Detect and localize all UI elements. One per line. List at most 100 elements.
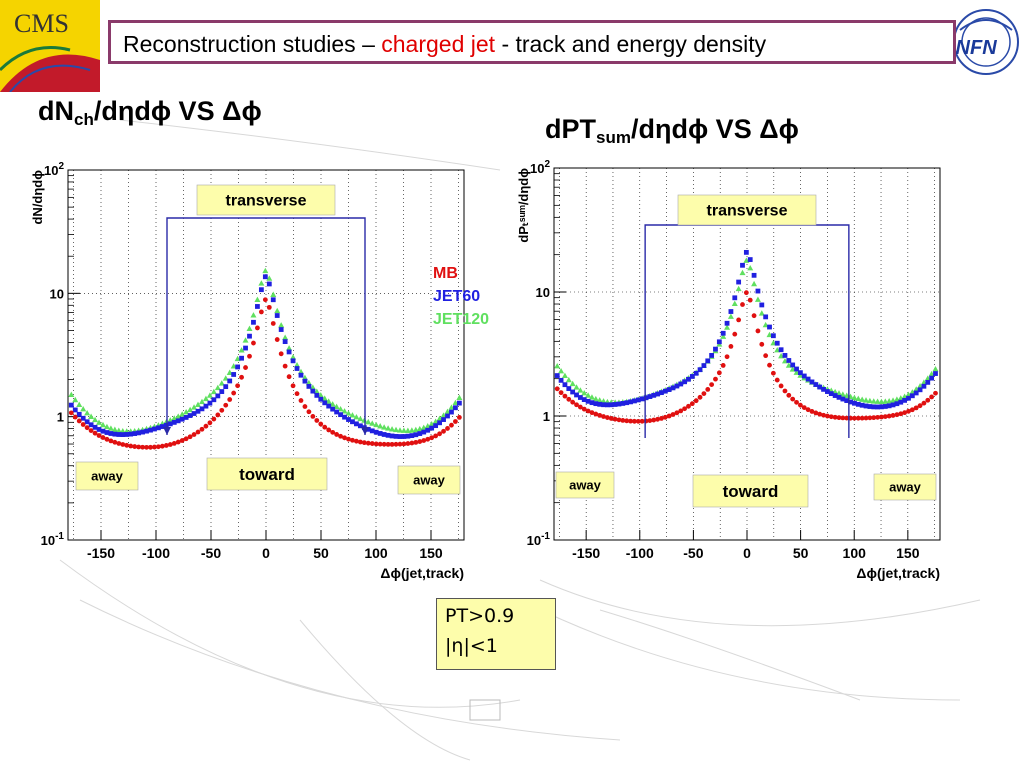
point-mb: [608, 416, 614, 421]
point-mb: [449, 422, 454, 428]
point-mb: [258, 309, 264, 315]
point-jet60: [195, 408, 201, 414]
point-jet60: [282, 339, 288, 344]
y-tick-base: 10: [536, 285, 550, 300]
point-jet60: [286, 349, 292, 355]
x-tick-label: -150: [572, 545, 600, 561]
point-jet60: [906, 395, 911, 401]
point-mb: [855, 415, 861, 421]
y-tick-label: 10: [536, 285, 550, 300]
point-mb: [894, 412, 900, 418]
toward-region-label: toward: [723, 482, 779, 501]
point-jet120: [218, 380, 225, 386]
point-jet120: [863, 397, 870, 403]
point-jet60: [794, 366, 799, 372]
point-jet60: [589, 400, 595, 406]
point-jet60: [270, 297, 276, 303]
point-jet60: [728, 309, 734, 314]
point-jet60: [797, 370, 803, 376]
point-jet60: [697, 367, 703, 373]
point-jet120: [452, 399, 459, 406]
point-mb: [755, 328, 761, 334]
point-mb: [76, 418, 82, 424]
point-mb: [167, 442, 173, 447]
point-jet60: [183, 415, 189, 420]
point-jet60: [821, 386, 826, 392]
point-mb: [298, 398, 304, 403]
point-jet120: [381, 424, 388, 430]
point-jet60: [635, 397, 641, 403]
point-jet60: [429, 425, 435, 431]
point-jet60: [620, 401, 626, 406]
y-tick-exp: 2: [544, 159, 550, 170]
point-jet60: [929, 375, 935, 381]
point-jet60: [871, 404, 877, 410]
bracket-arrow: [163, 427, 171, 435]
point-mb: [929, 394, 935, 400]
point-jet120: [290, 354, 297, 360]
point-jet60: [724, 320, 730, 326]
point-mb: [666, 413, 672, 419]
point-mb: [425, 436, 431, 442]
point-jet120: [187, 406, 194, 413]
point-jet120: [440, 412, 447, 418]
point-jet60: [848, 399, 853, 405]
point-jet120: [226, 369, 233, 375]
point-mb: [159, 443, 165, 449]
point-mb: [326, 427, 332, 433]
point-jet60: [825, 389, 830, 394]
point-jet120: [420, 424, 427, 431]
point-mb: [373, 441, 379, 447]
point-jet60: [330, 406, 336, 412]
point-jet60: [701, 363, 707, 368]
point-jet120: [456, 394, 463, 401]
point-mb: [655, 416, 660, 422]
left-heading-main: dN: [38, 96, 74, 126]
point-mb: [593, 411, 599, 417]
point-jet120: [377, 423, 384, 429]
point-jet120: [855, 395, 862, 401]
point-jet60: [855, 401, 861, 407]
infn-logo-text: INFN: [950, 37, 997, 59]
y-tick-exp: -1: [541, 531, 550, 542]
point-jet60: [306, 384, 312, 389]
point-jet120: [720, 333, 727, 339]
point-jet60: [409, 433, 415, 438]
point-mb: [421, 438, 427, 443]
note-pt-cut: PT>0.9: [445, 605, 515, 627]
point-jet60: [832, 393, 838, 398]
point-jet120: [179, 411, 186, 417]
point-jet120: [874, 398, 881, 404]
point-jet60: [231, 372, 237, 377]
point-mb: [678, 408, 684, 414]
point-mb: [813, 410, 819, 416]
point-jet60: [705, 358, 711, 364]
point-mb: [199, 426, 205, 432]
point-jet60: [882, 404, 888, 409]
point-jet60: [716, 339, 722, 345]
point-jet60: [867, 404, 873, 409]
point-jet60: [354, 421, 359, 427]
point-jet60: [852, 400, 857, 406]
point-jet60: [925, 379, 931, 385]
point-jet60: [421, 429, 427, 435]
legend-item-jet60: JET60: [433, 288, 481, 305]
x-tick-label: -100: [142, 545, 170, 561]
point-jet120: [341, 408, 348, 414]
x-tick-label: 100: [843, 545, 867, 561]
point-jet60: [782, 353, 788, 358]
point-mb: [601, 414, 606, 419]
point-mb: [108, 438, 114, 444]
point-mb: [92, 430, 98, 436]
away-left-region-box: [75, 461, 139, 491]
point-mb: [179, 438, 185, 443]
y-tick-base: 10: [530, 161, 544, 176]
point-jet120: [596, 397, 603, 403]
x-tick-label: -100: [626, 545, 654, 561]
point-jet120: [558, 368, 565, 374]
point-jet120: [167, 417, 174, 423]
point-mb: [616, 417, 622, 423]
y-tick-label: 10: [50, 286, 64, 301]
point-jet60: [385, 432, 391, 438]
